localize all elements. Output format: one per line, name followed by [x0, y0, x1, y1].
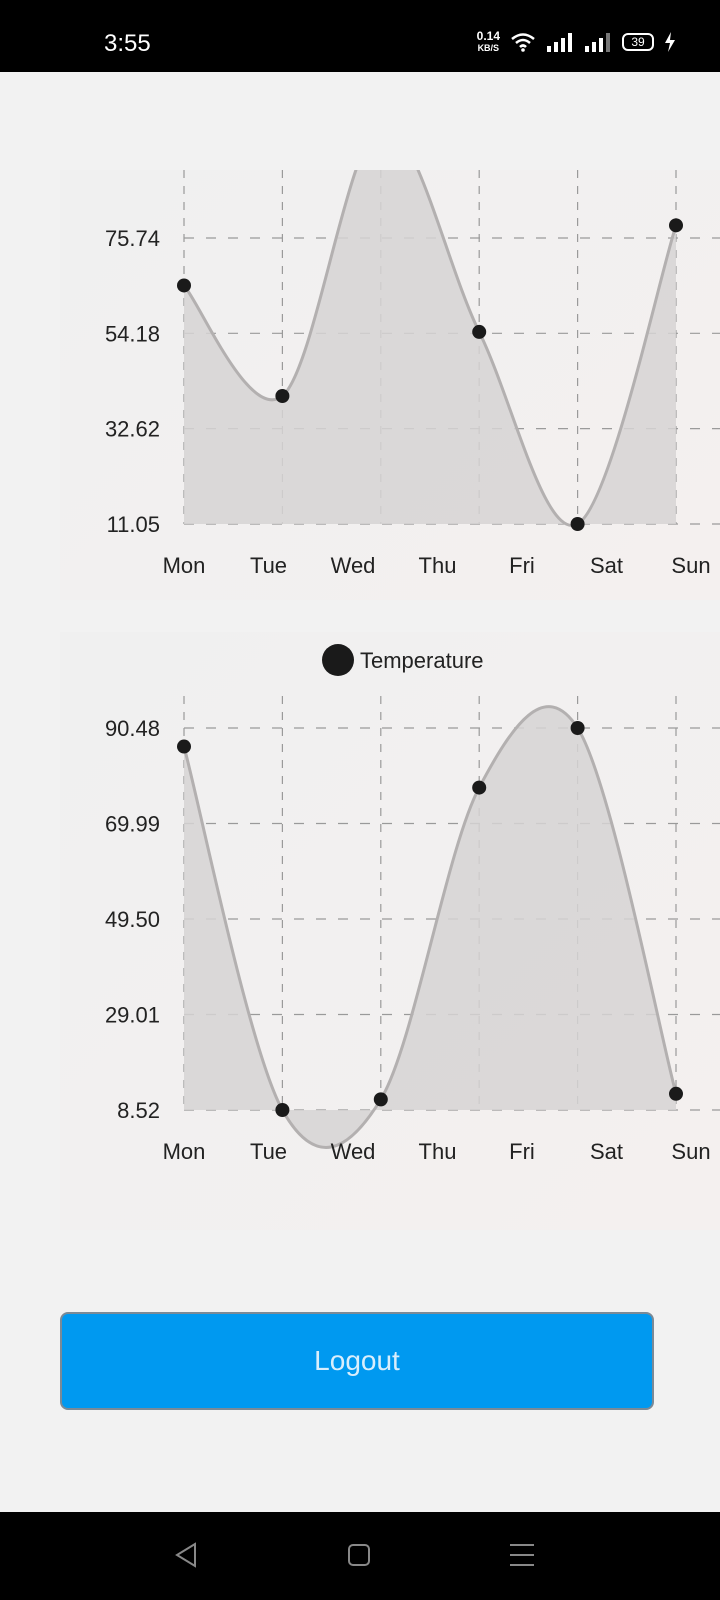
data-point [669, 1086, 683, 1101]
x-tick-label: Sun [671, 553, 710, 578]
net-speed: 0.14 KB/S [477, 30, 500, 54]
signal-icon-2 [585, 33, 610, 52]
navigation-bar [0, 1512, 720, 1600]
area-fill [184, 170, 676, 526]
charging-icon [665, 32, 675, 52]
y-tick-label: 8.52 [117, 1098, 160, 1123]
legend-marker [322, 644, 354, 676]
series-line [182, 705, 678, 1149]
menu-icon[interactable] [508, 1542, 536, 1568]
logout-button[interactable]: Logout [60, 1312, 654, 1410]
battery-level: 39 [631, 35, 645, 49]
back-icon[interactable] [174, 1542, 198, 1568]
battery-icon: 39 [622, 33, 654, 51]
y-tick-label: 11.05 [107, 512, 160, 537]
x-tick-label: Sun [671, 1139, 710, 1164]
area-fill [184, 706, 676, 1148]
x-tick-label: Mon [163, 553, 206, 578]
y-tick-label: 29.01 [105, 1003, 160, 1028]
home-icon[interactable] [347, 1542, 371, 1568]
data-point [570, 721, 585, 735]
chart-plot-area [177, 696, 720, 1149]
status-bar: 3:55 0.14 KB/S 39 [0, 0, 720, 72]
x-tick-label: Sat [590, 553, 623, 578]
y-tick-label: 32.62 [105, 417, 160, 442]
x-tick-label: Fri [509, 1139, 535, 1164]
status-time: 3:55 [104, 30, 151, 57]
chart-card-2: 90.48 69.99 49.50 29.01 8.52 Mon Tue Wed Thu Fri S… [60, 632, 720, 1230]
y-tick-label: 75.74 [105, 226, 160, 251]
data-point [177, 739, 191, 754]
data-point [373, 1092, 388, 1107]
y-tick-label: 69.99 [105, 812, 160, 837]
data-point [472, 780, 487, 795]
chart-plot-area [177, 170, 720, 531]
legend-label: Temperature [360, 648, 484, 673]
x-tick-label: Fri [509, 553, 535, 578]
x-tick-label: Sat [590, 1139, 623, 1164]
x-tick-label: Mon [163, 1139, 206, 1164]
y-tick-label: 54.18 [105, 321, 160, 346]
status-icons: 0.14 KB/S 39 [477, 30, 676, 54]
net-speed-value: 0.14 [476, 29, 500, 43]
data-point [275, 1103, 290, 1117]
data-point [177, 278, 191, 293]
logout-label: Logout [314, 1345, 400, 1376]
chart-card-1: 75.74 54.18 32.62 11.05 Mon Tue Wed Thu Fri Sat Su… [60, 170, 720, 600]
data-point [275, 389, 290, 404]
data-point [669, 218, 683, 233]
wifi-icon [511, 33, 535, 52]
net-speed-unit: KB/S [477, 43, 500, 53]
x-tick-label: Wed [331, 1139, 376, 1164]
data-point [570, 517, 585, 531]
y-tick-label: 49.50 [105, 907, 160, 932]
x-tick-label: Tue [250, 553, 287, 578]
data-point [472, 324, 487, 339]
x-tick-label: Thu [419, 1139, 457, 1164]
y-tick-label: 90.48 [105, 716, 160, 741]
x-tick-label: Thu [419, 553, 457, 578]
x-tick-label: Tue [250, 1139, 287, 1164]
x-tick-label: Wed [331, 553, 376, 578]
signal-icon [547, 33, 572, 52]
